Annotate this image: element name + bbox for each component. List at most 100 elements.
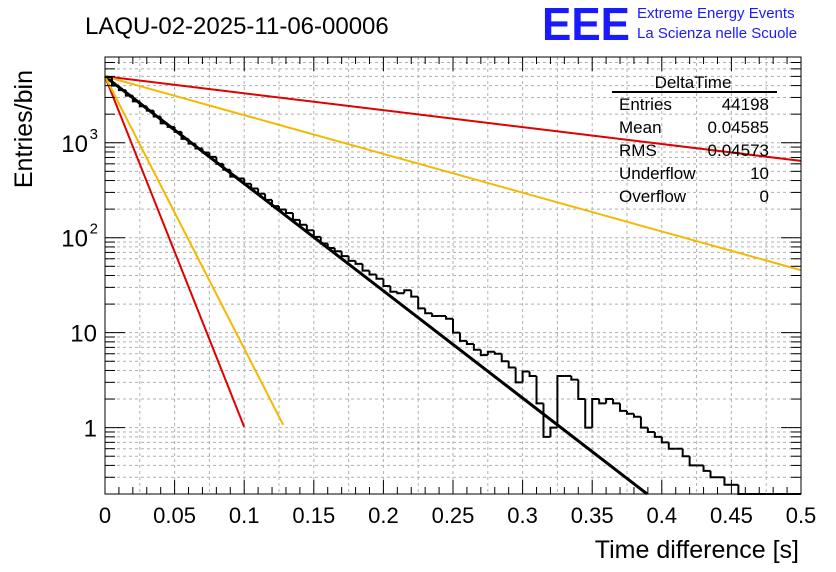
histogram-bin	[681, 448, 690, 458]
histogram-bin	[417, 296, 426, 310]
histogram-bin	[556, 374, 565, 428]
histogram-bin	[424, 308, 433, 315]
stats-row-label: Mean	[619, 118, 662, 137]
stats-row-label: Entries	[619, 95, 672, 114]
x-tick-label: 0.5	[786, 503, 817, 528]
stats-row-value: 0.04585	[708, 118, 769, 137]
histogram-bin	[138, 101, 147, 108]
histogram-bin	[124, 90, 133, 97]
histogram-bin	[257, 188, 266, 195]
histogram-bin	[152, 110, 161, 118]
x-tick-label: 0.45	[710, 503, 753, 528]
fit-line-band-yellow-upper	[104, 75, 802, 272]
histogram-bin	[131, 95, 140, 103]
histogram-bin	[528, 371, 537, 377]
stats-row-label: Overflow	[619, 187, 687, 206]
histogram-bin	[264, 193, 273, 201]
histogram-bin	[305, 224, 314, 232]
histogram-bin	[243, 178, 252, 185]
y-tick-label: 10	[61, 131, 88, 158]
histogram-bin	[333, 247, 342, 253]
histogram-bin	[173, 126, 182, 133]
histogram-bin	[493, 351, 502, 355]
histogram-bin	[452, 318, 460, 334]
histogram-bin	[166, 123, 175, 128]
histogram-bin	[236, 176, 245, 180]
x-tick-label: 0.1	[229, 503, 260, 528]
stats-row-value: 0	[760, 187, 769, 206]
histogram-bin	[639, 416, 648, 429]
histogram-bin	[271, 199, 279, 208]
histogram-bin	[723, 477, 732, 486]
histogram-bin	[535, 375, 544, 405]
histogram-bin	[431, 313, 440, 317]
histogram-bin	[354, 260, 363, 265]
histogram-bin	[340, 251, 349, 258]
histogram-bin	[403, 289, 412, 294]
stats-row-label: RMS	[619, 141, 657, 160]
stats-row-label: Underflow	[619, 164, 696, 183]
histogram-bin	[514, 367, 523, 384]
histogram-bin	[653, 431, 662, 438]
stats-box: DeltaTime Entries 44198 Mean 0.04585 RMS 0.04…	[612, 73, 777, 206]
histogram-bin	[117, 85, 126, 92]
histogram-bin	[570, 375, 579, 381]
histogram-bin	[389, 286, 398, 293]
x-tick-label: 0	[99, 503, 111, 528]
histogram-bin	[284, 209, 293, 215]
x-tick-label: 0.3	[507, 503, 538, 528]
histogram-bin	[646, 427, 655, 433]
histogram-bin	[591, 398, 600, 428]
histogram-bin	[410, 290, 419, 298]
fit-line-band-yellow-lower	[104, 75, 285, 426]
stats-name: DeltaTime	[655, 73, 732, 92]
x-tick-label: 0.2	[368, 503, 399, 528]
histogram-bin	[619, 403, 627, 412]
histogram-bin	[584, 399, 593, 429]
histogram-bin	[159, 116, 168, 125]
histogram-bin	[612, 399, 621, 405]
stats-row-value: 0.04573	[708, 141, 769, 160]
histogram-bin	[368, 270, 377, 276]
stats-row-value: 10	[750, 164, 769, 183]
eee-logo: EEE Extreme Energy Events La Scienza nel…	[542, 0, 797, 50]
histogram-bin	[319, 236, 328, 245]
x-axis-label: Time difference [s]	[595, 536, 799, 564]
histogram-bin	[145, 106, 154, 112]
histogram-bin	[222, 163, 231, 171]
histogram-bin	[688, 456, 697, 467]
y-tick-exponent: 3	[90, 126, 98, 143]
histogram-bin	[660, 436, 669, 444]
histogram-bin	[215, 156, 224, 165]
histogram-bin	[298, 219, 307, 226]
fit-line-band-red-lower	[104, 76, 246, 428]
histogram-bin	[500, 353, 509, 363]
histogram-bin	[187, 138, 196, 145]
histogram-bin	[312, 230, 321, 238]
histogram-bin	[709, 470, 718, 479]
stats-rows: Entries 44198 Mean 0.04585 RMS 0.04573 Underfl…	[619, 95, 769, 206]
histogram-bin	[194, 143, 203, 150]
axis-ticks: 0 0.05 0.1 0.15 0.2 0.25 0.3 0.35 0.4 0.45 0.5 1 10 1…	[61, 56, 817, 528]
histogram-bin	[486, 350, 495, 356]
histogram-bin	[667, 442, 676, 450]
histogram-bin	[577, 379, 586, 401]
histogram-bin	[347, 256, 356, 262]
histogram-bin	[361, 263, 370, 272]
x-tick-label: 0.05	[153, 503, 196, 528]
histogram-bin	[472, 343, 481, 351]
grid-lines	[104, 56, 802, 495]
histogram-bin	[521, 370, 530, 383]
histogram-bin	[458, 332, 467, 342]
histogram-bin	[605, 398, 614, 404]
y-tick-label: 10	[70, 321, 97, 348]
histogram-bin	[180, 131, 189, 140]
histogram-bin	[626, 410, 634, 415]
histogram-bin	[250, 183, 259, 190]
histogram-bin	[326, 243, 335, 249]
histogram-bin	[396, 291, 405, 295]
x-tick-label: 0.35	[571, 503, 614, 528]
eee-logo-mark: EEE	[542, 0, 630, 50]
histogram-bin	[201, 148, 210, 154]
